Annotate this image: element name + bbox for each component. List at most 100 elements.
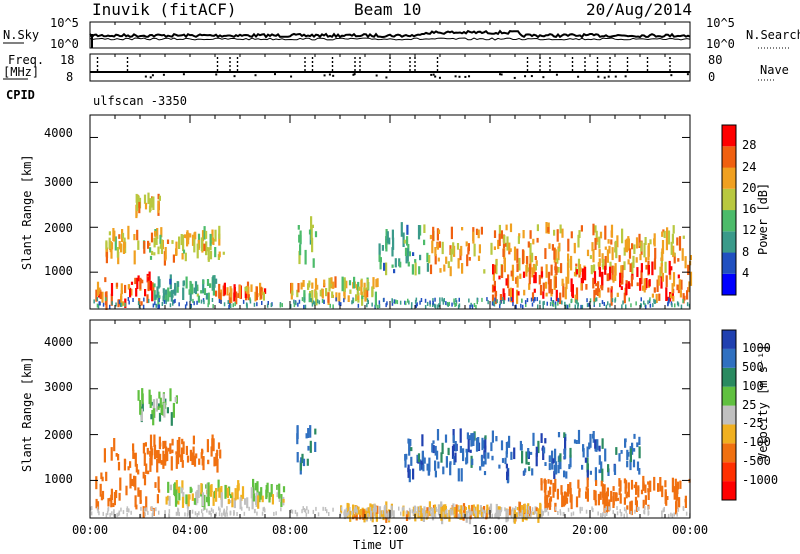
heatmap-cell: [205, 247, 209, 252]
heatmap-cell: [201, 492, 205, 507]
heatmap-cell: [406, 236, 409, 246]
heatmap-cell: [148, 271, 151, 282]
nave-point: [603, 76, 606, 79]
heatmap-cell: [437, 461, 440, 469]
ground-scatter-cell: [521, 298, 523, 303]
heatmap-cell: [436, 429, 440, 441]
heatmap-cell: [157, 450, 160, 464]
heatmap-cell: [673, 253, 676, 264]
heatmap-cell: [154, 230, 157, 236]
heatmap-cell: [484, 436, 487, 450]
heatmap-cell: [662, 229, 665, 233]
ground-scatter-cell: [476, 300, 478, 305]
ground-scatter-cell: [297, 302, 299, 307]
ground-scatter-cell: [400, 511, 402, 516]
heatmap-cell: [160, 239, 164, 254]
heatmap-cell: [504, 242, 507, 247]
heatmap-cell: [612, 274, 615, 283]
heatmap-cell: [677, 274, 680, 279]
velocity-colorbar-swatch: [722, 386, 736, 406]
heatmap-cell: [374, 291, 377, 306]
ground-scatter-cell: [520, 512, 522, 517]
ground-scatter-cell: [577, 304, 579, 309]
heatmap-cell: [550, 264, 553, 276]
power-colorbar-tick-label: 8: [742, 245, 750, 259]
heatmap-cell: [604, 265, 607, 275]
heatmap-cell: [375, 279, 378, 288]
heatmap-cell: [177, 281, 180, 287]
heatmap-cell: [203, 226, 206, 240]
heatmap-cell: [535, 260, 538, 266]
heatmap-cell: [440, 452, 443, 463]
ground-scatter-cell: [652, 303, 654, 308]
heatmap-cell: [687, 264, 690, 275]
ground-scatter-cell: [557, 511, 559, 515]
heatmap-cell: [164, 247, 167, 259]
heatmap-cell: [201, 456, 204, 466]
heatmap-cell: [517, 236, 520, 244]
ground-scatter-cell: [471, 511, 473, 516]
heatmap-cell: [156, 458, 159, 473]
heatmap-cell: [407, 261, 410, 267]
ground-scatter-cell: [151, 513, 154, 518]
heatmap-cell: [137, 195, 140, 204]
heatmap-cell: [206, 439, 209, 453]
ground-scatter-cell: [458, 303, 461, 308]
heatmap-cell: [291, 290, 294, 296]
heatmap-cell: [491, 294, 495, 303]
heatmap-cell: [454, 452, 457, 463]
heatmap-cell: [420, 460, 423, 465]
heatmap-cell: [519, 440, 522, 451]
heatmap-cell: [139, 277, 142, 290]
ground-scatter-cell: [210, 512, 212, 517]
ground-scatter-cell: [115, 302, 117, 307]
velocity-colorbar-swatch: [722, 405, 736, 425]
heatmap-cell: [636, 461, 640, 471]
heatmap-cell: [461, 263, 464, 274]
heatmap-cell: [135, 504, 138, 510]
heatmap-cell: [437, 504, 440, 516]
heatmap-cell: [610, 292, 613, 306]
heatmap-cell: [412, 468, 415, 480]
heatmap-cell: [423, 239, 426, 246]
ground-scatter-cell: [127, 297, 130, 301]
heatmap-cell: [205, 484, 208, 489]
heatmap-cell: [553, 247, 556, 260]
heatmap-cell: [144, 202, 148, 210]
heatmap-cell: [657, 275, 660, 286]
ground-scatter-cell: [408, 300, 410, 305]
heatmap-cell: [627, 236, 630, 245]
heatmap-cell: [175, 241, 178, 256]
ground-scatter-cell: [384, 512, 386, 517]
heatmap-cell: [314, 441, 317, 452]
ground-scatter-cell: [499, 301, 501, 306]
heatmap-cell: [548, 243, 551, 249]
ground-scatter-cell: [647, 300, 649, 305]
heatmap-cell: [229, 286, 232, 298]
ground-scatter-cell: [504, 507, 506, 512]
ground-scatter-cell: [372, 507, 375, 512]
heatmap-cell: [181, 460, 184, 468]
ground-scatter-cell: [253, 302, 256, 307]
ground-scatter-cell: [673, 512, 675, 517]
heatmap-cell: [549, 279, 552, 290]
ground-scatter-cell: [586, 303, 589, 308]
heatmap-cell: [202, 279, 205, 294]
heatmap-cell: [447, 447, 450, 456]
ground-scatter-cell: [303, 297, 306, 302]
heatmap-cell: [666, 496, 669, 500]
heatmap-cell: [169, 278, 172, 285]
ground-scatter-cell: [245, 302, 248, 307]
ground-scatter-cell: [499, 512, 502, 517]
heatmap-cell: [606, 249, 609, 263]
velocity-colorbar-tick-label: 1000: [742, 341, 771, 355]
ground-scatter-cell: [604, 507, 606, 512]
ground-scatter-cell: [611, 298, 614, 303]
heatmap-cell: [544, 248, 547, 259]
heatmap-cell: [119, 477, 122, 491]
ground-scatter-cell: [537, 304, 539, 309]
ground-scatter-cell: [321, 298, 324, 303]
ground-scatter-cell: [620, 512, 622, 517]
heatmap-cell: [507, 274, 510, 289]
ground-scatter-cell: [546, 301, 548, 306]
